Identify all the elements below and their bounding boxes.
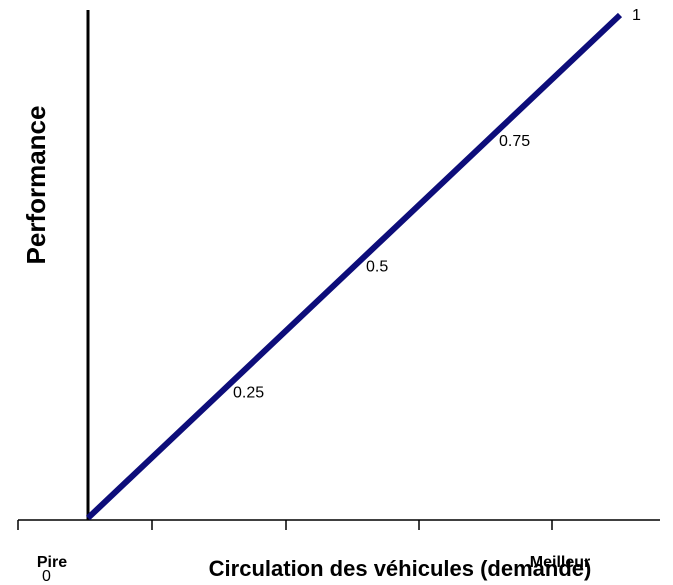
- data-label: 0.75: [499, 133, 530, 150]
- data-label: 0: [42, 568, 51, 585]
- y-axis-title: Performance: [21, 106, 51, 265]
- data-label: 0.5: [366, 259, 388, 276]
- data-label: 0.25: [233, 384, 264, 401]
- x-start-label: Pire: [37, 554, 67, 571]
- x-ticks: [17, 520, 553, 530]
- line: [85, 12, 623, 521]
- x-axis-title: Circulation des véhicules (demande): [209, 556, 592, 581]
- data-label: 1: [632, 7, 641, 24]
- x-end-label: Meilleur: [530, 554, 590, 571]
